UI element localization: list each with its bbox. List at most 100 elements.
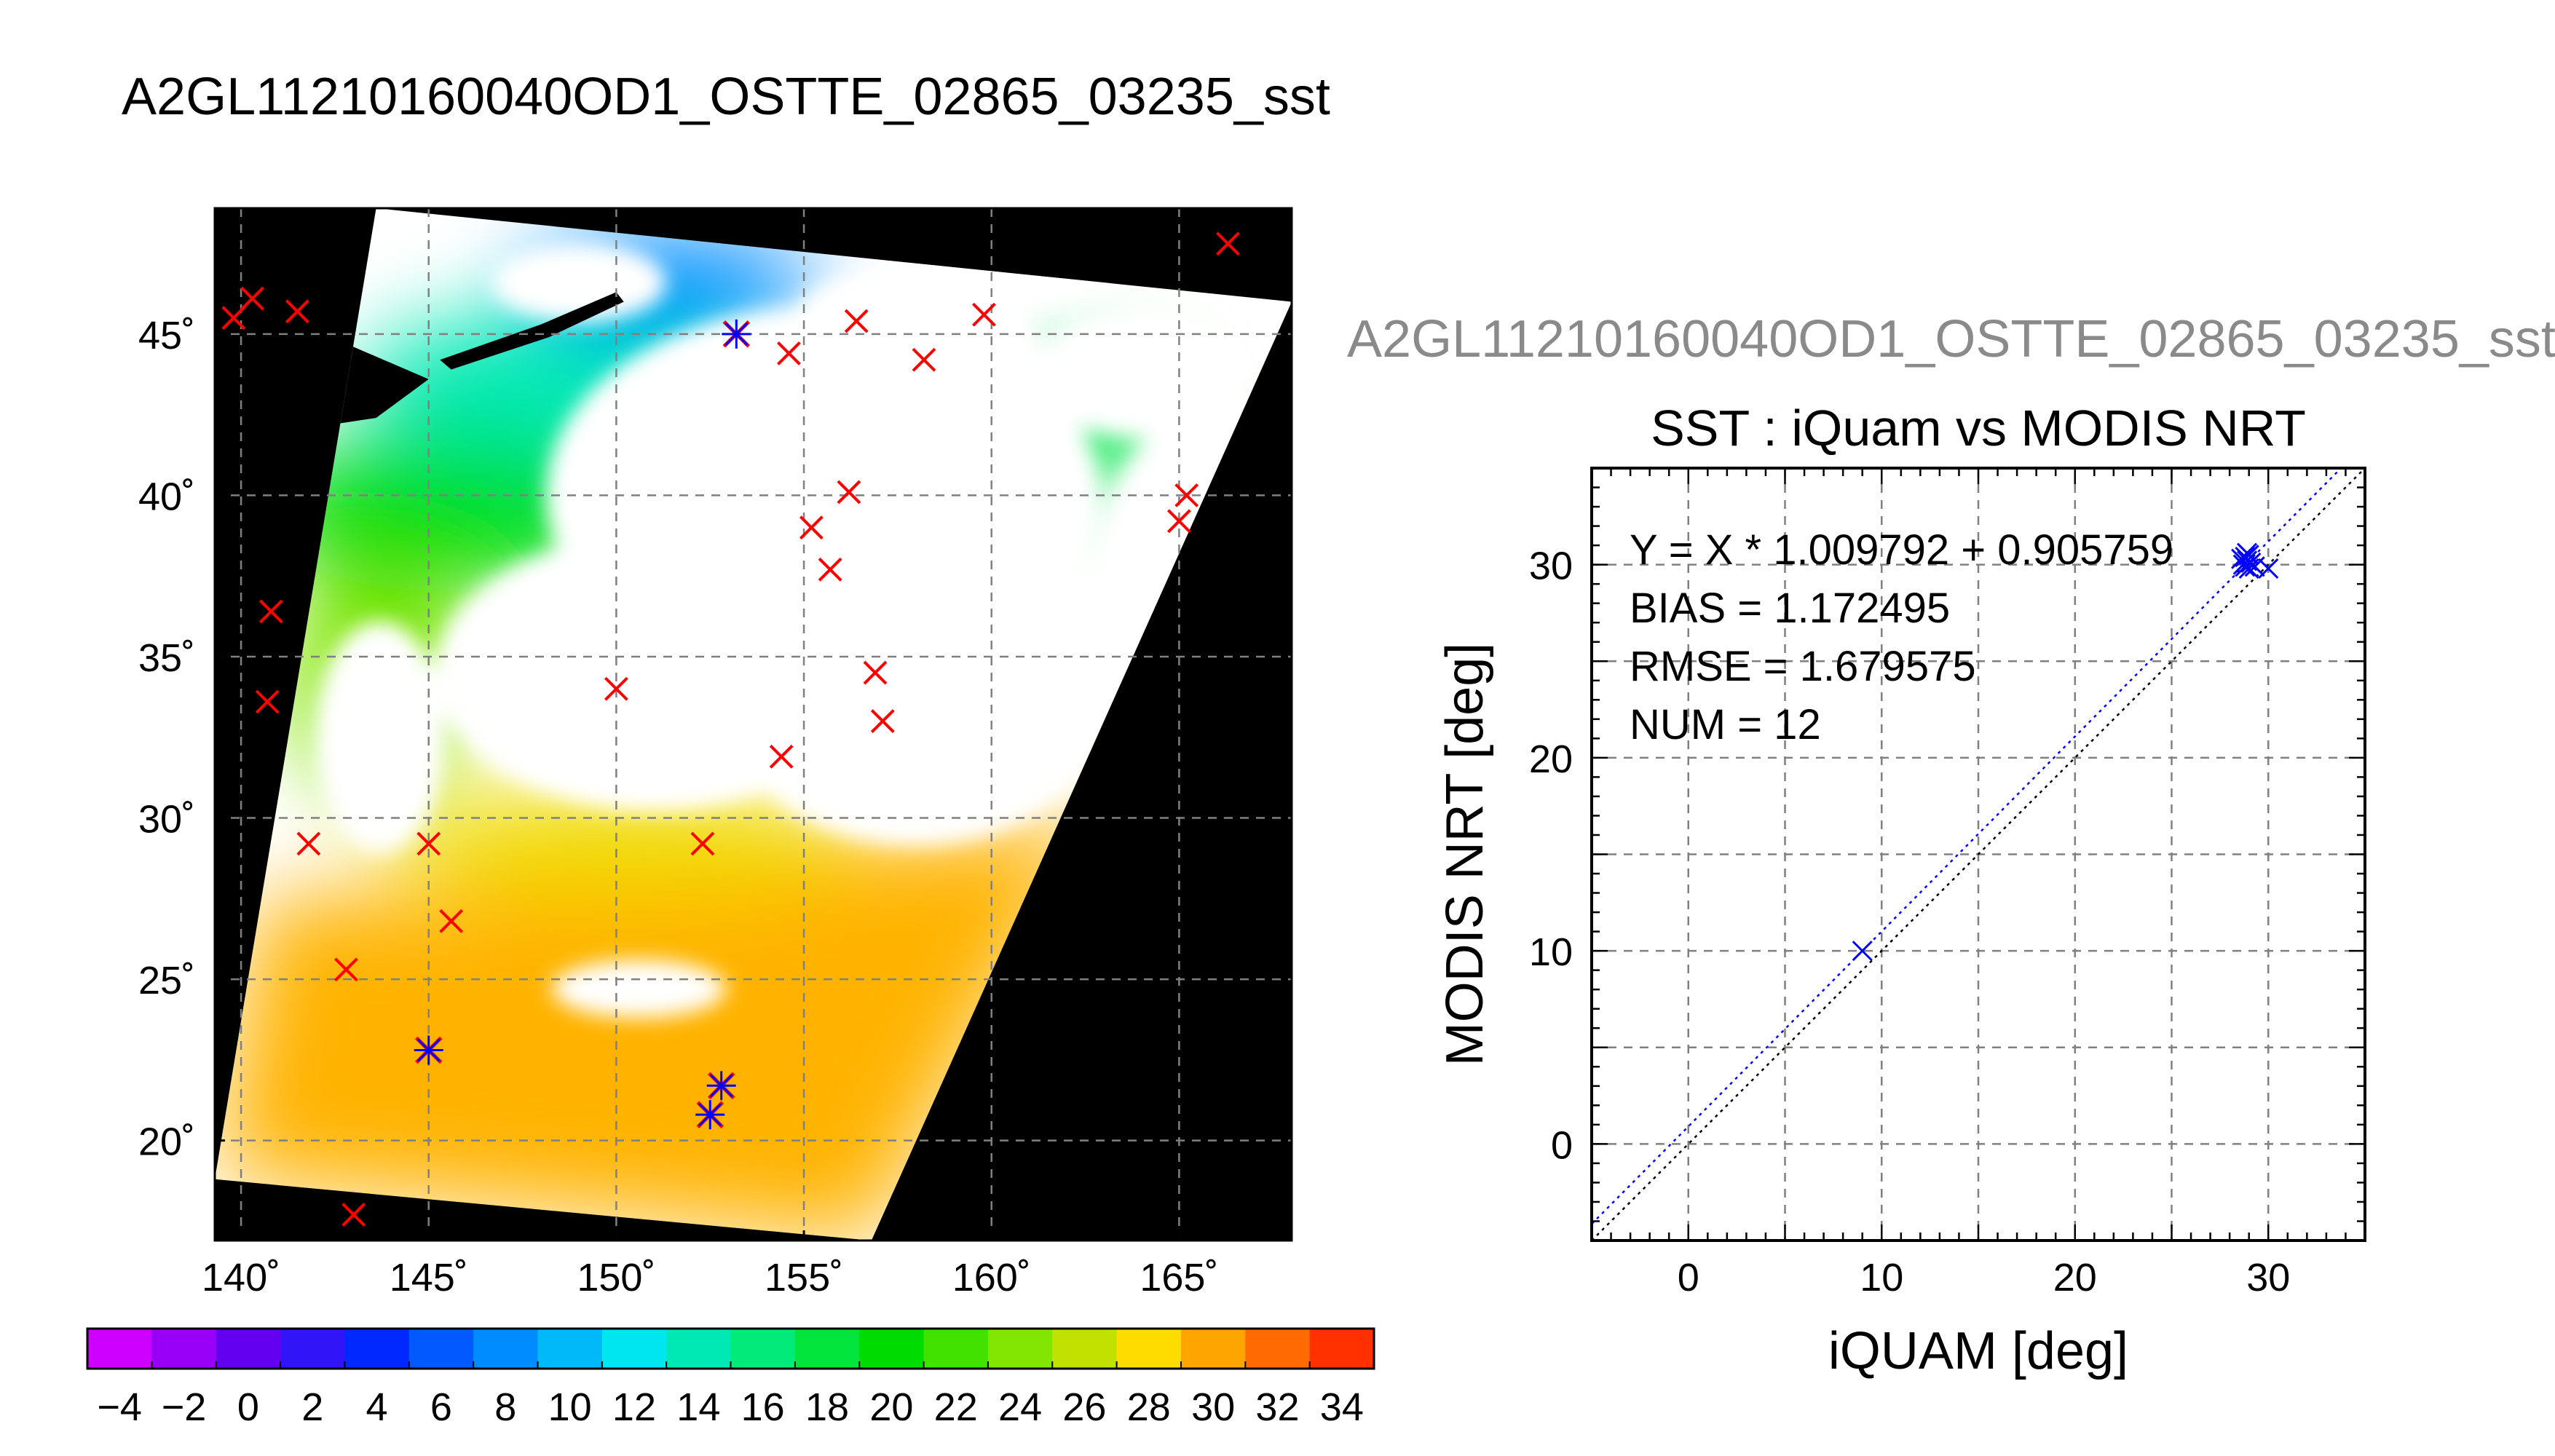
colorbar-tick-label: 0 [237, 1385, 259, 1429]
colorbar-tick-label: −2 [162, 1385, 207, 1429]
scatter-lines [1592, 468, 2365, 1241]
colorbar-tick-label: 2 [301, 1385, 323, 1429]
scatter-y-tick-label: 30 [1529, 545, 1573, 588]
fit-line [1592, 468, 2342, 1225]
scatter-frame [1590, 467, 2366, 1242]
scatter-title: SST : iQuam vs MODIS NRT [1651, 400, 2306, 456]
cloud-patches [314, 233, 1292, 1018]
lon-tick-label: 155˚ [765, 1256, 843, 1299]
colorbar-tick-label: 8 [494, 1385, 516, 1429]
identity-line [1592, 468, 2365, 1241]
lat-tick-label: 45˚ [138, 314, 195, 357]
scatter-point [2238, 558, 2259, 579]
scatter-point [2258, 558, 2279, 579]
colorbar-tick-label: 30 [1191, 1385, 1235, 1429]
colorbar-segment [1309, 1329, 1375, 1369]
scatter-x-tick-label: 10 [1860, 1256, 1903, 1299]
colorbar-segment [280, 1329, 345, 1369]
map-frame [213, 207, 1293, 1242]
matchup-marker [414, 1035, 443, 1065]
matchup-marker [695, 1100, 725, 1130]
colorbar-tick-label: 10 [548, 1385, 592, 1429]
colorbar-segment [730, 1329, 796, 1369]
iquam-marker [799, 515, 824, 540]
cloud-patch [631, 478, 864, 609]
stats-line: NUM = 12 [1630, 701, 1821, 748]
cloud-patch [491, 242, 666, 323]
colorbar-tick-label: 26 [1062, 1385, 1106, 1429]
colorbar-tick-label: 14 [676, 1385, 720, 1429]
lon-tick-label: 160˚ [952, 1256, 1031, 1299]
stats-line: RMSE = 1.679575 [1630, 643, 1976, 690]
cloud-patch [1032, 306, 1251, 438]
colorbar-segment [987, 1329, 1053, 1369]
lat-tick-label: 25˚ [138, 959, 195, 1002]
cloud-patch [551, 960, 727, 1018]
iquam-marker [912, 347, 936, 372]
scatter-point [1852, 941, 1873, 962]
colorbar-segment [859, 1329, 925, 1369]
page-title: A2GL11210160040OD1_OSTTE_02865_03235_sst [122, 68, 1330, 126]
colorbar-segment [666, 1329, 732, 1369]
iquam-marker [1174, 483, 1199, 507]
lat-tick-label: 40˚ [138, 475, 195, 518]
map-markers [221, 232, 1240, 1227]
scatter-y-tick-label: 20 [1529, 737, 1573, 781]
colorbar-segment [1245, 1329, 1311, 1369]
colorbar-segment [794, 1329, 860, 1369]
colorbar: −4 −2 0 2 4 6 8 10 12 14 16 18 20 22 24 26 28 30 32 34 [86, 1327, 1375, 1429]
matchup-marker [706, 1071, 736, 1101]
colorbar-tick-label: −4 [97, 1385, 142, 1429]
iquam-marker [296, 831, 321, 856]
colorbar-segment [1116, 1329, 1182, 1369]
iquam-marker [1215, 232, 1240, 256]
sst-mid-region [258, 431, 637, 592]
colorbar-tick-label: 24 [998, 1385, 1042, 1429]
iquam-marker [818, 557, 842, 582]
scatter-x-axis-label: iQUAM [deg] [1828, 1322, 2128, 1380]
land-kuril-islands [440, 292, 624, 370]
scatter-y-tick-label: 10 [1529, 930, 1573, 974]
lon-tick-label: 140˚ [202, 1256, 280, 1299]
iquam-marker [258, 599, 283, 624]
scatter-x-tick-label: 20 [2053, 1256, 2097, 1299]
iquam-marker [240, 286, 264, 311]
colorbar-tick-label: 18 [805, 1385, 849, 1429]
matchup-marker [722, 319, 751, 349]
colorbar-tick-label: 34 [1320, 1385, 1364, 1429]
lat-tick-label: 35˚ [138, 636, 195, 680]
iquam-marker [863, 660, 888, 685]
colorbar-segment [473, 1329, 539, 1369]
sst-warm-region [215, 818, 1105, 1241]
colorbar-segment [923, 1329, 989, 1369]
cloud-patch [813, 756, 945, 815]
colorbar-tick-label: 32 [1255, 1385, 1299, 1429]
colorbar-tick-label: 28 [1127, 1385, 1171, 1429]
iquam-marker [221, 306, 246, 331]
lat-tick-label: 30˚ [138, 798, 195, 842]
iquam-marker [690, 831, 715, 856]
scatter-plot: SST : iQuam vs MODIS NRT 0 10 20 30 0 10 20 30 iQ… [1436, 400, 2366, 1380]
lon-tick-label: 150˚ [577, 1256, 655, 1299]
iquam-marker [837, 480, 861, 505]
lat-tick-label: 20˚ [138, 1120, 195, 1164]
stats-line: BIAS = 1.172495 [1630, 585, 1950, 632]
iquam-marker [972, 302, 996, 327]
colorbar-segment [344, 1329, 410, 1369]
colorbar-tick-label: 4 [366, 1385, 388, 1429]
cloud-patch [314, 620, 446, 854]
iquam-marker [870, 709, 895, 733]
iquam-marker [439, 909, 464, 933]
iquam-marker [777, 341, 801, 365]
colorbar-segment [601, 1329, 667, 1369]
colorbar-segment [1052, 1329, 1118, 1369]
colorbar-segment [408, 1329, 474, 1369]
scatter-y-axis-label: MODIS NRT [deg] [1436, 643, 1494, 1067]
colorbar-tick-label: 6 [430, 1385, 452, 1429]
scatter-y-tick-label: 0 [1551, 1123, 1573, 1167]
colorbar-segment [151, 1329, 217, 1369]
lon-tick-label: 145˚ [390, 1256, 468, 1299]
colorbar-frame [86, 1327, 1375, 1370]
lon-tick-label: 165˚ [1140, 1256, 1218, 1299]
